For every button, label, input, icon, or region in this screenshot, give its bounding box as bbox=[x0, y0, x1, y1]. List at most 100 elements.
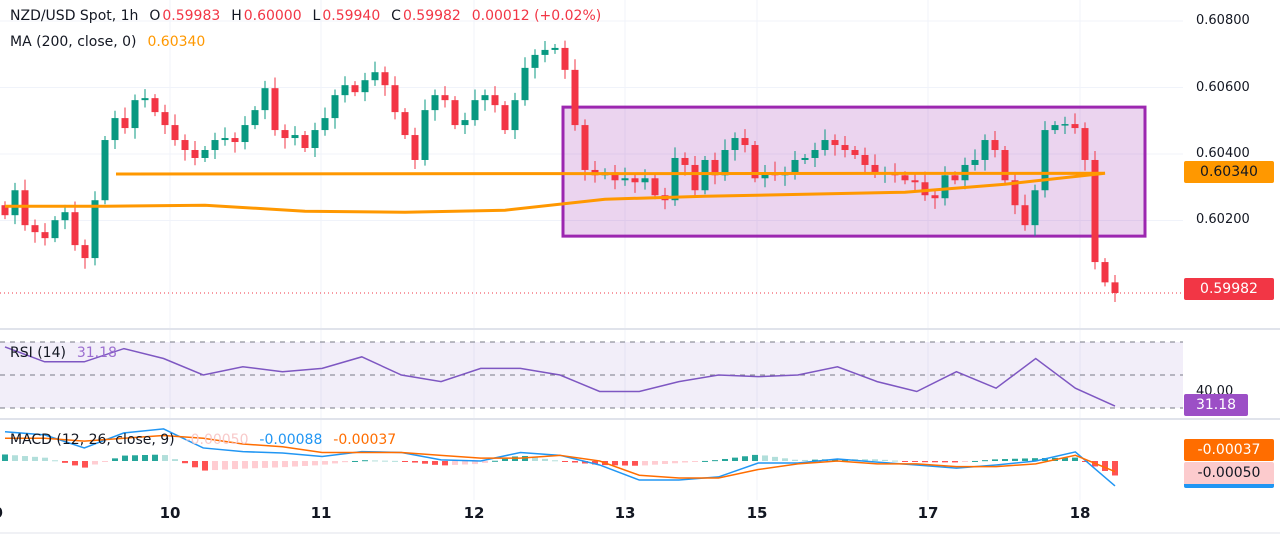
macd-histogram-bar bbox=[552, 460, 558, 462]
macd-histogram-bar bbox=[782, 458, 788, 461]
time-tick: 10 bbox=[159, 504, 181, 522]
candles bbox=[0, 40, 1183, 302]
macd-histogram-bar bbox=[542, 458, 548, 461]
candle-body bbox=[481, 95, 489, 101]
candle-body bbox=[441, 95, 449, 101]
macd-histogram-bar bbox=[212, 461, 218, 471]
macd-histogram-bar bbox=[652, 461, 658, 465]
macd-histogram-bar bbox=[562, 461, 568, 462]
candle-body bbox=[1001, 150, 1009, 181]
rsi-badge: 31.18 bbox=[1184, 394, 1248, 416]
macd-histogram-bar bbox=[1012, 458, 1018, 461]
macd-histogram-bar bbox=[582, 461, 588, 464]
low-label: L bbox=[312, 8, 321, 24]
candle-body bbox=[841, 145, 849, 151]
candle-body bbox=[1011, 180, 1019, 206]
candle-body bbox=[561, 47, 569, 70]
macd-histogram-bar bbox=[632, 461, 638, 466]
macd-histogram-bar bbox=[262, 461, 268, 468]
macd-histogram-bar bbox=[452, 461, 458, 465]
macd-histogram-bar bbox=[272, 461, 278, 468]
last-price-badge: 0.59982 bbox=[1184, 278, 1274, 300]
macd-histogram-bar bbox=[472, 461, 478, 465]
time-tick: 15 bbox=[746, 504, 768, 522]
macd-histogram-bar bbox=[82, 461, 88, 468]
macd-histogram-bar bbox=[712, 460, 718, 462]
macd-histogram-bar bbox=[492, 460, 498, 462]
macd-histogram-bar bbox=[242, 461, 248, 469]
macd-histogram-bar bbox=[862, 459, 868, 461]
macd-histogram-bar bbox=[672, 461, 678, 464]
candle-body bbox=[231, 138, 239, 143]
candle-body bbox=[731, 138, 739, 151]
macd-histogram-bar bbox=[642, 461, 648, 466]
candle-body bbox=[461, 120, 469, 126]
macd-histogram-bar bbox=[982, 460, 988, 462]
candle-body bbox=[271, 88, 279, 131]
rsi-legend: RSI (14) 31.18 bbox=[10, 345, 119, 361]
macd-histogram-bar bbox=[332, 461, 338, 464]
candle-body bbox=[11, 190, 19, 216]
price-tick: 0.60200 bbox=[1196, 212, 1250, 227]
macd-histogram-bar bbox=[232, 461, 238, 470]
candle-body bbox=[351, 85, 359, 93]
candle-body bbox=[451, 100, 459, 126]
candle-body bbox=[1101, 262, 1109, 283]
macd-histogram-bar bbox=[342, 461, 348, 463]
macd-histogram-bar bbox=[252, 461, 258, 469]
candle-body bbox=[411, 135, 419, 160]
macd-histogram-bar bbox=[812, 459, 818, 461]
macd-histogram-bar bbox=[192, 461, 198, 468]
macd-histogram-bar bbox=[772, 456, 778, 461]
candle-body bbox=[711, 159, 719, 176]
price-tick: 0.60800 bbox=[1196, 13, 1250, 28]
candle-body bbox=[1111, 282, 1119, 293]
rsi-line bbox=[4, 346, 1116, 407]
candle-body bbox=[941, 175, 949, 199]
candle-body bbox=[521, 67, 529, 101]
macd-histogram-bar bbox=[662, 461, 668, 464]
candle-body bbox=[691, 164, 699, 191]
macd-histogram-bar bbox=[62, 461, 68, 463]
macd-histogram-bar bbox=[532, 457, 538, 461]
candle-body bbox=[361, 80, 369, 93]
candle-body bbox=[831, 140, 839, 146]
candle-body bbox=[1061, 124, 1069, 126]
candle-body bbox=[401, 112, 409, 136]
candle-body bbox=[181, 140, 189, 151]
macd-histogram-bar bbox=[142, 455, 148, 461]
macd-legend-label: MACD (12, 26, close, 9) bbox=[10, 432, 175, 448]
candle-body bbox=[301, 135, 309, 149]
candle-body bbox=[931, 195, 939, 199]
signal-badge: -0.00037 bbox=[1184, 439, 1274, 461]
candle-body bbox=[621, 178, 629, 181]
macd-histogram-bar bbox=[132, 455, 138, 461]
candle-body bbox=[391, 85, 399, 113]
macd-histogram-bar bbox=[882, 459, 888, 461]
macd-histogram-bar bbox=[172, 459, 178, 461]
candle-body bbox=[191, 150, 199, 158]
time-tick: 18 bbox=[1069, 504, 1091, 522]
macd-histogram-bar bbox=[102, 461, 108, 462]
candle-body bbox=[501, 105, 509, 131]
macd-histogram-bar bbox=[302, 461, 308, 466]
macd-histogram-bar bbox=[702, 460, 708, 462]
macd-histogram-bar bbox=[742, 456, 748, 461]
candle-body bbox=[81, 245, 89, 259]
macd-histogram-bar bbox=[422, 461, 428, 464]
candle-body bbox=[1021, 205, 1029, 226]
macd-histogram-bar bbox=[182, 461, 188, 464]
macd-histogram-bar bbox=[292, 461, 298, 467]
macd-histogram-bar bbox=[732, 457, 738, 461]
candle-body bbox=[111, 118, 119, 141]
macd-histogram-bar bbox=[322, 461, 328, 465]
candle-body bbox=[291, 135, 299, 139]
candle-body bbox=[41, 232, 49, 239]
candle-body bbox=[141, 98, 149, 101]
candle-body bbox=[821, 140, 829, 151]
macd-histogram-bar bbox=[762, 455, 768, 461]
candle-body bbox=[631, 178, 639, 183]
candle-body bbox=[611, 172, 619, 181]
